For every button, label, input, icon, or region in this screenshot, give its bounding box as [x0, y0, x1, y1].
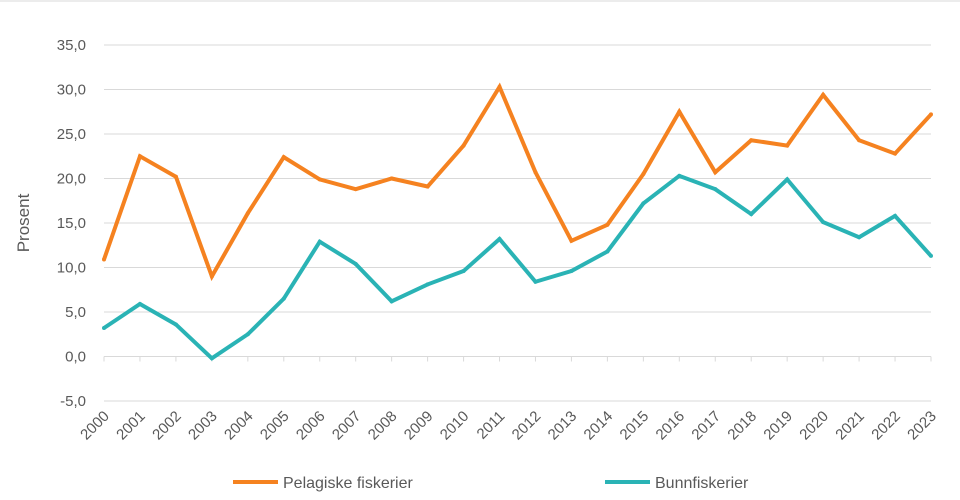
data-point — [389, 299, 394, 304]
y-tick-label: 35,0 — [57, 37, 86, 54]
data-point — [245, 211, 250, 216]
x-tick-label: 2014 — [581, 408, 617, 444]
x-tick-label: 2015 — [617, 408, 653, 444]
data-point — [569, 269, 574, 274]
y-tick-label: -5,0 — [60, 393, 86, 410]
data-point — [857, 138, 862, 143]
x-tick-label: 2013 — [545, 408, 581, 444]
data-point — [389, 176, 394, 181]
data-point — [281, 155, 286, 160]
x-tick-label: 2004 — [221, 408, 257, 444]
x-tick-label: 2016 — [653, 408, 689, 444]
data-point — [461, 143, 466, 148]
data-point — [821, 92, 826, 97]
data-point — [137, 154, 142, 159]
y-tick-label: 15,0 — [57, 215, 86, 232]
x-tick-label: 2011 — [474, 408, 509, 443]
data-point — [929, 253, 933, 258]
data-point — [605, 249, 610, 254]
x-tick-label: 2002 — [149, 408, 185, 444]
data-point — [749, 138, 754, 143]
x-tick-label: 2007 — [329, 408, 365, 444]
data-point — [102, 257, 106, 262]
data-point — [353, 261, 358, 266]
data-point — [641, 201, 646, 206]
x-tick-label: 2001 — [113, 408, 149, 444]
data-point — [677, 109, 682, 114]
x-tick-label: 2022 — [868, 408, 904, 444]
data-point — [317, 239, 322, 244]
data-point — [425, 282, 430, 287]
data-point — [173, 322, 178, 327]
data-point — [713, 170, 718, 175]
y-axis-label: Prosent — [14, 193, 33, 252]
data-point — [209, 356, 214, 361]
x-tick-label: 2006 — [293, 408, 329, 444]
data-point — [173, 174, 178, 179]
legend-label: Bunnfiskerier — [655, 475, 749, 492]
data-point — [713, 187, 718, 192]
data-point — [785, 177, 790, 182]
data-point — [893, 151, 898, 156]
legend-label: Pelagiske fiskerier — [283, 475, 414, 492]
y-tick-label: 20,0 — [57, 171, 86, 188]
x-tick-label: 2005 — [257, 408, 293, 444]
y-tick-label: 5,0 — [65, 304, 86, 321]
data-point — [857, 235, 862, 240]
series-line-bunnfiskerier — [102, 173, 933, 361]
data-point — [497, 84, 502, 89]
x-tick-label: 2020 — [796, 408, 832, 444]
data-point — [425, 184, 430, 189]
data-point — [102, 326, 106, 331]
data-point — [569, 238, 574, 243]
data-point — [533, 170, 538, 175]
data-point — [497, 237, 502, 242]
data-point — [929, 112, 933, 117]
data-point — [281, 296, 286, 301]
data-point — [245, 332, 250, 337]
x-tick-label: 2010 — [437, 408, 473, 444]
x-tick-label: 2023 — [904, 408, 940, 444]
data-point — [749, 212, 754, 217]
x-tick-label: 2017 — [688, 408, 724, 444]
x-tick-label: 2009 — [401, 408, 437, 444]
series-line-pelagiske — [102, 82, 933, 282]
y-tick-label: 25,0 — [57, 126, 86, 143]
x-tick-label: 2018 — [724, 408, 760, 444]
data-point — [893, 213, 898, 218]
x-tick-label: 2000 — [77, 408, 113, 444]
data-point — [641, 172, 646, 177]
data-point — [533, 279, 538, 284]
y-tick-label: 10,0 — [57, 260, 86, 277]
data-point — [461, 269, 466, 274]
data-point — [353, 187, 358, 192]
x-tick-label: 2008 — [365, 408, 401, 444]
x-tick-label: 2012 — [509, 408, 545, 444]
data-point — [677, 173, 682, 178]
y-tick-label: 30,0 — [57, 82, 86, 99]
x-tick-label: 2003 — [185, 408, 221, 444]
data-point — [821, 220, 826, 225]
data-point — [605, 222, 610, 227]
x-tick-label: 2019 — [760, 408, 796, 444]
x-tick-label: 2021 — [832, 408, 868, 444]
data-point — [317, 177, 322, 182]
data-point — [785, 143, 790, 148]
y-tick-label: 0,0 — [65, 349, 86, 366]
data-point — [137, 301, 142, 306]
data-point — [209, 274, 214, 279]
